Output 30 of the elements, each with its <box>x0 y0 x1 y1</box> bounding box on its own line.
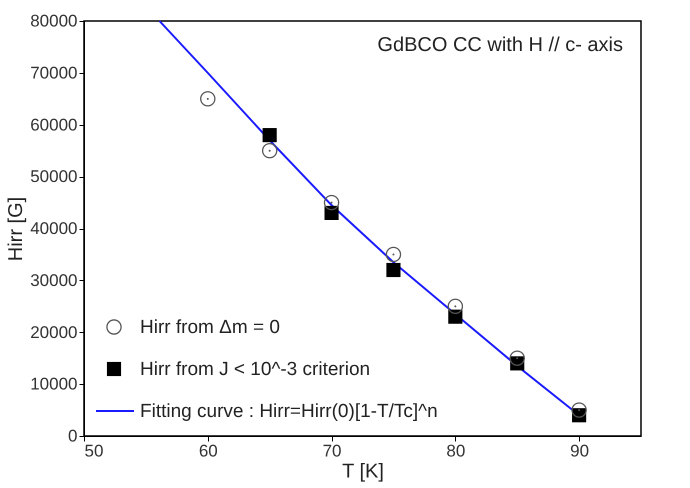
x-tick-label: 50 <box>84 442 104 460</box>
point <box>386 246 402 262</box>
point <box>386 262 401 278</box>
point <box>571 402 587 418</box>
point <box>200 91 216 107</box>
point <box>324 194 340 210</box>
x-tick-label: 80 <box>446 442 466 460</box>
y-tick-label: 30000 <box>30 270 78 290</box>
x-tick-label: 60 <box>198 442 218 460</box>
legend-label: Hirr from J < 10^-3 criterion <box>140 359 370 380</box>
x-tick-label: 70 <box>322 442 342 460</box>
y-tick-label: 0 <box>68 426 78 446</box>
y-tick-label: 40000 <box>30 219 78 238</box>
y-tick-label: 70000 <box>30 63 78 82</box>
point <box>262 142 278 158</box>
y-tick-label: 50000 <box>30 167 78 186</box>
y-tick-label: 80000 <box>30 12 78 30</box>
y-tick-label: 10000 <box>30 374 78 394</box>
x-axis-title: T [K] <box>342 460 384 482</box>
point <box>448 310 462 324</box>
point <box>510 350 525 366</box>
legend-label: Hirr from Δm = 0 <box>140 317 280 338</box>
y-axis-title: Hirr [G] <box>5 196 28 262</box>
annotation: GdBCO CC with H // c- axis <box>377 34 623 56</box>
legend-label: Fitting curve : Hirr=Hirr(0)[1-T/Tc]^n <box>140 401 438 422</box>
point <box>262 128 277 142</box>
point <box>448 298 464 314</box>
x-tick-label: 90 <box>570 442 590 460</box>
y-tick-label: 60000 <box>30 115 78 134</box>
y-tick-label: 20000 <box>30 322 78 342</box>
